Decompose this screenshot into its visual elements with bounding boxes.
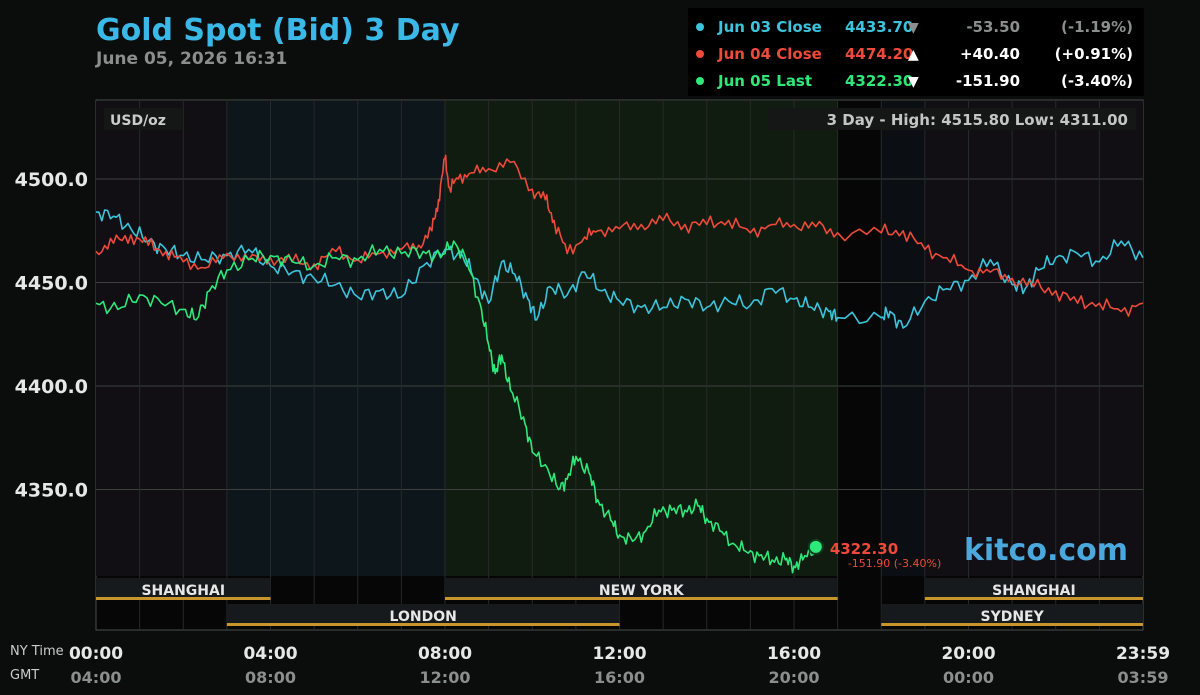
legend-arrow: ▼ xyxy=(908,20,919,36)
legend-background xyxy=(688,8,1144,96)
session-band xyxy=(445,101,838,576)
chart-title: Gold Spot (Bid) 3 Day xyxy=(96,13,460,48)
session-label: LONDON xyxy=(390,609,457,625)
legend-change: -151.90 xyxy=(956,72,1020,90)
x-tick-gmt: 12:00 xyxy=(420,668,471,687)
chart-datetime: June 05, 2026 16:31 xyxy=(95,49,287,69)
last-price-dot xyxy=(807,538,824,555)
last-change-label: -151.90 (-3.40%) xyxy=(848,557,941,570)
x-tick-ny: 08:00 xyxy=(418,644,472,664)
x-tick-gmt: 03:59 xyxy=(1118,668,1169,687)
legend-label: Jun 03 Close xyxy=(717,18,822,36)
session-label: NEW YORK xyxy=(599,583,685,599)
legend-pct: (-1.19%) xyxy=(1061,18,1133,36)
session-labels: SHANGHAI NEW YORK SHANGHAI LONDON SYDNEY xyxy=(96,578,1143,626)
legend: Jun 03 Close 4433.70▼ -53.50 (-1.19%)Jun 04… xyxy=(688,8,1144,96)
x-tick-gmt: 08:00 xyxy=(245,668,296,687)
range-text-bg xyxy=(768,108,1136,130)
session-shading xyxy=(96,101,1143,576)
legend-marker xyxy=(696,23,704,31)
session-band xyxy=(226,101,445,576)
legend-price: 4433.70 xyxy=(845,18,913,36)
y-tick-label: 4450.0 xyxy=(15,273,88,295)
legend-marker xyxy=(696,50,704,58)
x-tick-ny: 04:00 xyxy=(243,644,297,664)
legend-marker xyxy=(696,77,704,85)
session-band xyxy=(881,101,925,576)
unit-label: USD/oz xyxy=(110,113,166,129)
gmt-label: GMT xyxy=(10,668,39,683)
last-price-label: 4322.30 xyxy=(830,540,898,558)
series-line xyxy=(95,240,817,574)
session-label: SHANGHAI xyxy=(992,583,1076,599)
y-tick-label: 4400.0 xyxy=(15,376,88,398)
legend-label: Jun 05 Last xyxy=(717,72,812,90)
legend-price: 4322.30 xyxy=(845,72,913,90)
legend-pct: (-3.40%) xyxy=(1061,72,1133,90)
session-strip xyxy=(226,604,620,624)
session-label: SYDNEY xyxy=(980,609,1044,625)
session-strip xyxy=(96,578,271,598)
legend-arrow: ▼ xyxy=(908,74,919,90)
legend-arrow: ▲ xyxy=(908,47,919,63)
last-price-marker: 4322.30-151.90 (-3.40%) xyxy=(807,538,941,570)
gridlines xyxy=(96,100,1143,630)
session-label: SHANGHAI xyxy=(141,583,225,599)
x-tick-ny: 12:00 xyxy=(592,644,646,664)
unit-label-bg xyxy=(104,108,182,130)
series-line xyxy=(95,154,1144,317)
session-strip xyxy=(445,578,838,598)
watermark: kitco.com xyxy=(964,533,1128,568)
x-tick-ny: 16:00 xyxy=(767,644,821,664)
ny-time-label: NY Time xyxy=(10,644,64,659)
legend-change: +40.40 xyxy=(960,45,1020,63)
y-axis: 4500.0 4450.0 4400.0 4350.0 xyxy=(15,169,88,502)
x-tick-gmt: 16:00 xyxy=(594,668,645,687)
session-band xyxy=(96,101,227,576)
x-tick-gmt: 04:00 xyxy=(71,668,122,687)
legend-pct: (+0.91%) xyxy=(1055,45,1133,63)
session-band xyxy=(924,101,1143,576)
x-tick-gmt: 00:00 xyxy=(943,668,994,687)
session-bar xyxy=(226,623,620,626)
legend-label: Jun 04 Close xyxy=(717,45,822,63)
session-bar xyxy=(445,597,838,600)
session-strip xyxy=(924,578,1143,598)
y-tick-label: 4350.0 xyxy=(15,480,88,502)
y-tick-label: 4500.0 xyxy=(15,169,88,191)
x-axis: NY Time GMT 00:00 04:00 04:00 08:00 08:00 12:… xyxy=(10,644,1170,687)
range-text: 3 Day - High: 4515.80 Low: 4311.00 xyxy=(827,111,1128,129)
series-line xyxy=(95,209,1144,329)
legend-price: 4474.20 xyxy=(845,45,913,63)
x-tick-gmt: 20:00 xyxy=(769,668,820,687)
x-tick-ny: 00:00 xyxy=(69,644,123,664)
plot-area: SHANGHAI NEW YORK SHANGHAI LONDON SYDNEY USD… xyxy=(95,99,1144,631)
legend-change: -53.50 xyxy=(966,18,1020,36)
session-bar xyxy=(96,597,271,600)
session-band xyxy=(837,101,882,576)
x-tick-ny: 23:59 xyxy=(1116,644,1170,664)
session-bar xyxy=(924,597,1143,600)
series-lines xyxy=(95,154,1144,574)
x-tick-ny: 20:00 xyxy=(941,644,995,664)
session-bar xyxy=(881,623,1143,626)
session-strip xyxy=(881,604,1143,624)
